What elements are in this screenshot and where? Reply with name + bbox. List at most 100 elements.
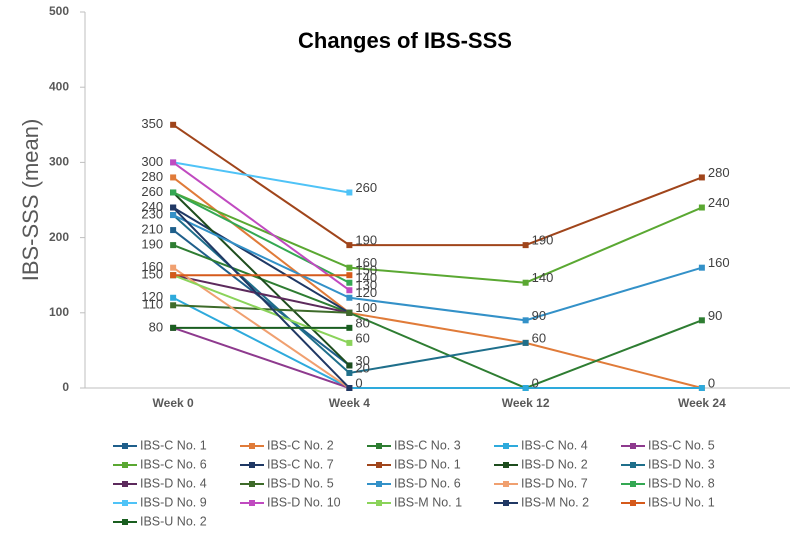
data-point (698, 264, 705, 271)
data-point (698, 385, 705, 391)
data-point (170, 272, 177, 279)
y-tick-label: 500 (49, 4, 69, 18)
data-label: 160 (141, 259, 163, 274)
legend-label: IBS-C No. 6 (140, 457, 207, 471)
legend-label: IBS-C No. 1 (140, 438, 207, 452)
data-label: 130 (355, 278, 377, 293)
legend-marker (122, 462, 128, 468)
data-label: 60 (532, 330, 546, 345)
legend-marker (122, 519, 128, 525)
data-point (170, 189, 177, 196)
data-label: 240 (708, 195, 730, 210)
legend-label: IBS-C No. 4 (521, 438, 588, 452)
data-point (170, 174, 177, 181)
data-point (346, 385, 353, 391)
legend-label: IBS-D No. 8 (648, 476, 715, 490)
data-point (522, 385, 529, 391)
data-point (170, 204, 177, 211)
legend-marker (122, 481, 128, 487)
data-point (170, 121, 177, 128)
series-line (172, 296, 702, 389)
series-line (172, 274, 350, 314)
series-line (172, 274, 350, 344)
data-label: 190 (532, 233, 554, 248)
y-axis-label: IBS-SSS (mean) (18, 119, 43, 282)
data-label: 140 (355, 270, 377, 285)
data-point (346, 272, 353, 279)
data-point (170, 242, 177, 249)
legend-marker (630, 500, 636, 506)
legend-marker (122, 443, 128, 449)
series-line (172, 176, 703, 389)
data-point (522, 279, 529, 286)
data-label: 280 (141, 169, 163, 184)
series-line (172, 206, 350, 314)
legend-label: IBS-M No. 2 (521, 495, 589, 509)
data-point (170, 302, 177, 309)
data-label: 240 (141, 199, 163, 214)
legend-label: IBS-C No. 7 (267, 457, 334, 471)
data-point (170, 159, 177, 166)
y-tick-label: 400 (49, 79, 69, 93)
legend-label: IBS-D No. 2 (521, 457, 588, 471)
legend-label: IBS-D No. 5 (267, 476, 334, 490)
legend-label: IBS-C No. 5 (648, 438, 715, 452)
data-label: 150 (355, 263, 377, 278)
legend-label: IBS-D No. 4 (140, 476, 207, 490)
y-tick-label: 0 (62, 380, 69, 394)
data-label: 0 (355, 375, 362, 390)
data-label: 260 (141, 184, 163, 199)
data-point (698, 317, 705, 324)
legend-label: IBS-D No. 3 (648, 457, 715, 471)
data-point (346, 339, 353, 346)
legend-marker (630, 443, 636, 449)
series-line (172, 161, 350, 292)
legend-label: IBS-D No. 9 (140, 495, 207, 509)
y-tick-label: 200 (49, 230, 69, 244)
data-label: 260 (355, 180, 377, 195)
legend-marker (630, 462, 636, 468)
legend-marker (376, 481, 382, 487)
legend-label: IBS-D No. 7 (521, 476, 588, 490)
data-label: 20 (355, 360, 369, 375)
legend-marker (249, 462, 255, 468)
data-label: 190 (141, 237, 163, 252)
data-point (346, 287, 353, 294)
data-point (698, 204, 705, 211)
data-label: 140 (532, 270, 554, 285)
legend-label: IBS-U No. 2 (140, 514, 207, 528)
data-point (346, 369, 353, 376)
series-line (172, 326, 350, 389)
y-tick-label: 100 (49, 305, 69, 319)
legend-marker (249, 443, 255, 449)
data-label: 120 (355, 285, 377, 300)
series-line (172, 206, 351, 389)
data-point (346, 279, 353, 286)
data-label: 230 (141, 206, 163, 221)
legend-marker (376, 500, 382, 506)
y-tick-label: 300 (49, 155, 69, 169)
legend-marker (376, 443, 382, 449)
data-label: 30 (355, 353, 369, 368)
data-point (170, 212, 177, 219)
legend-label: IBS-U No. 1 (648, 495, 715, 509)
data-point (170, 294, 177, 301)
data-point (346, 189, 353, 196)
data-label: 0 (708, 375, 715, 390)
series-line (172, 214, 703, 322)
data-point (170, 227, 177, 234)
data-point (346, 309, 353, 316)
data-label: 350 (141, 116, 163, 131)
legend-marker (376, 462, 382, 468)
data-point (346, 324, 353, 331)
x-tick-label: Week 24 (678, 396, 726, 410)
series-line (172, 191, 351, 367)
legend-marker (249, 500, 255, 506)
data-label: 80 (355, 315, 369, 330)
data-label: 110 (142, 297, 163, 312)
data-point (346, 362, 353, 369)
legend-label: IBS-D No. 10 (267, 495, 341, 509)
legend-marker (249, 481, 255, 487)
data-point (522, 317, 529, 324)
